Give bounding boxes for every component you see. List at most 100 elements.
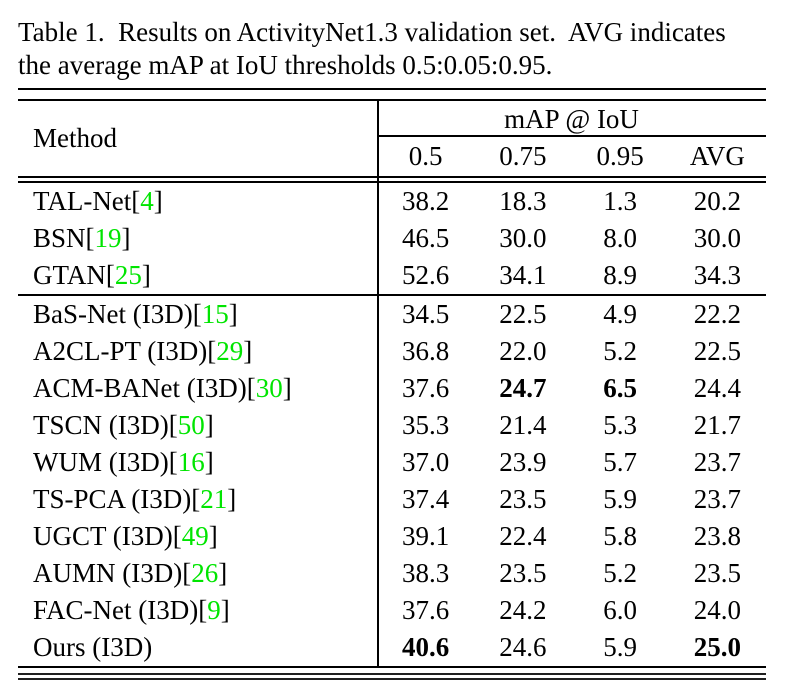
citation-open-bracket: [ — [168, 410, 178, 440]
method-label: Ours (I3D) — [33, 632, 153, 662]
map-value: 20.2 — [693, 186, 741, 216]
table-row: Ours (I3D) 40.6 24.6 5.9 25.0 — [18, 629, 766, 666]
map-value: 18.3 — [499, 186, 547, 216]
table-row: TS-PCA (I3D) [21] 37.4 23.5 5.9 23.7 — [18, 481, 766, 518]
method-cell: BSN [19] — [18, 220, 377, 257]
citation-link[interactable]: 16 — [177, 447, 205, 477]
map-value: 22.4 — [499, 521, 547, 551]
map-value: 38.3 — [402, 558, 450, 588]
map-value: 5.8 — [603, 521, 637, 551]
method-cell: Ours (I3D) — [18, 629, 377, 666]
map-value: 5.9 — [603, 484, 637, 514]
citation-open-bracket: [ — [105, 260, 115, 290]
map-value: 5.3 — [603, 410, 637, 440]
method-label: UGCT (I3D) — [33, 521, 173, 551]
metrics-cells: 38.3 23.5 5.2 23.5 — [377, 555, 766, 592]
map-value: 30.0 — [693, 223, 741, 253]
metrics-cells: 46.5 30.0 8.0 30.0 — [377, 220, 766, 257]
caption-line-2: the average mAP at IoU thresholds 0.5:0.… — [18, 50, 553, 80]
map-value: 35.3 — [402, 410, 450, 440]
table-header: Method mAP @ IoU 0.5 0.75 0.95 AVG — [18, 101, 766, 176]
table-bottom-double-rule — [18, 673, 766, 680]
citation-close-bracket: ] — [121, 223, 131, 253]
citation-link[interactable]: 25 — [114, 260, 142, 290]
map-value: 25.0 — [693, 632, 741, 662]
method-cell: WUM (I3D) [16] — [18, 444, 377, 481]
metrics-cells: 36.8 22.0 5.2 22.5 — [377, 333, 766, 370]
citation-open-bracket: [ — [207, 336, 217, 366]
method-cell: TS-PCA (I3D) [21] — [18, 481, 377, 518]
map-value: 22.0 — [499, 336, 547, 366]
method-label: TAL-Net — [33, 186, 132, 216]
citation-link[interactable]: 26 — [191, 558, 219, 588]
map-value: 5.9 — [603, 632, 637, 662]
map-value: 8.9 — [603, 260, 637, 290]
map-value: 40.6 — [402, 632, 450, 662]
citation-link[interactable]: 29 — [216, 336, 244, 366]
map-value: 24.6 — [499, 632, 547, 662]
table-row: TSCN (I3D) [50] 35.3 21.4 5.3 21.7 — [18, 407, 766, 444]
group-divider-rule — [18, 294, 766, 296]
results-table: Method mAP @ IoU 0.5 0.75 0.95 AVG TAL-N… — [18, 88, 766, 680]
citation-link[interactable]: 30 — [255, 373, 283, 403]
citation-close-bracket: ] — [228, 299, 238, 329]
citation-close-bracket: ] — [153, 186, 163, 216]
citation-close-bracket: ] — [204, 447, 214, 477]
method-column-header: Method — [33, 123, 117, 153]
table-row: UGCT (I3D) [49] 39.1 22.4 5.8 23.8 — [18, 518, 766, 555]
table-row: WUM (I3D) [16] 37.0 23.9 5.7 23.7 — [18, 444, 766, 481]
citation-link[interactable]: 19 — [94, 223, 122, 253]
column-divider-rule — [377, 101, 379, 666]
map-value: 30.0 — [499, 223, 547, 253]
column-header-0.75: 0.75 — [499, 141, 547, 171]
citation-close-bracket: ] — [282, 373, 292, 403]
map-value: 38.2 — [402, 186, 450, 216]
citation-close-bracket: ] — [218, 558, 228, 588]
metrics-cells: 39.1 22.4 5.8 23.8 — [377, 518, 766, 555]
map-value: 34.5 — [402, 299, 450, 329]
map-value: 23.5 — [499, 484, 547, 514]
method-label: WUM (I3D) — [33, 447, 169, 477]
citation-open-bracket: [ — [246, 373, 256, 403]
table-row: ACM-BANet (I3D) [30] 37.6 24.7 6.5 24.4 — [18, 370, 766, 407]
citation-link[interactable]: 21 — [200, 484, 228, 514]
method-cell: TSCN (I3D) [50] — [18, 407, 377, 444]
citation-close-bracket: ] — [220, 595, 230, 625]
metrics-cells: 37.6 24.2 6.0 24.0 — [377, 592, 766, 629]
method-cell: GTAN [25] — [18, 257, 377, 294]
map-value: 37.6 — [402, 595, 450, 625]
method-cell: AUMN (I3D) [26] — [18, 555, 377, 592]
citation-open-bracket: [ — [182, 558, 192, 588]
citation-link[interactable]: 15 — [201, 299, 229, 329]
citation-open-bracket: [ — [172, 521, 182, 551]
citation-link[interactable]: 49 — [181, 521, 209, 551]
table-main: Method mAP @ IoU 0.5 0.75 0.95 AVG TAL-N… — [18, 99, 766, 668]
citation-link[interactable]: 9 — [207, 595, 221, 625]
citation-link[interactable]: 50 — [177, 410, 205, 440]
method-label: TSCN (I3D) — [33, 410, 169, 440]
method-label: BSN — [33, 223, 86, 253]
map-value: 5.2 — [603, 558, 637, 588]
metrics-cells: 37.4 23.5 5.9 23.7 — [377, 481, 766, 518]
column-header-0.5: 0.5 — [408, 141, 443, 171]
map-value: 39.1 — [402, 521, 450, 551]
method-label: BaS-Net (I3D) — [33, 299, 193, 329]
method-cell: TAL-Net [4] — [18, 183, 377, 220]
method-cell: FAC-Net (I3D) [9] — [18, 592, 377, 629]
map-value: 22.5 — [693, 336, 741, 366]
table-row: TAL-Net [4] 38.2 18.3 1.3 20.2 — [18, 183, 766, 220]
metrics-cells: 38.2 18.3 1.3 20.2 — [377, 183, 766, 220]
citation-open-bracket: [ — [191, 484, 201, 514]
citation-close-bracket: ] — [243, 336, 253, 366]
metrics-cells: 40.6 24.6 5.9 25.0 — [377, 629, 766, 666]
map-value: 34.3 — [693, 260, 741, 290]
map-value: 24.4 — [693, 373, 741, 403]
citation-link[interactable]: 4 — [140, 186, 154, 216]
map-value: 52.6 — [402, 260, 450, 290]
table-row: BSN [19] 46.5 30.0 8.0 30.0 — [18, 220, 766, 257]
map-value: 5.7 — [603, 447, 637, 477]
citation-close-bracket: ] — [204, 410, 214, 440]
column-header-0.95: 0.95 — [596, 141, 644, 171]
map-value: 23.7 — [693, 484, 741, 514]
metrics-cells: 37.6 24.7 6.5 24.4 — [377, 370, 766, 407]
